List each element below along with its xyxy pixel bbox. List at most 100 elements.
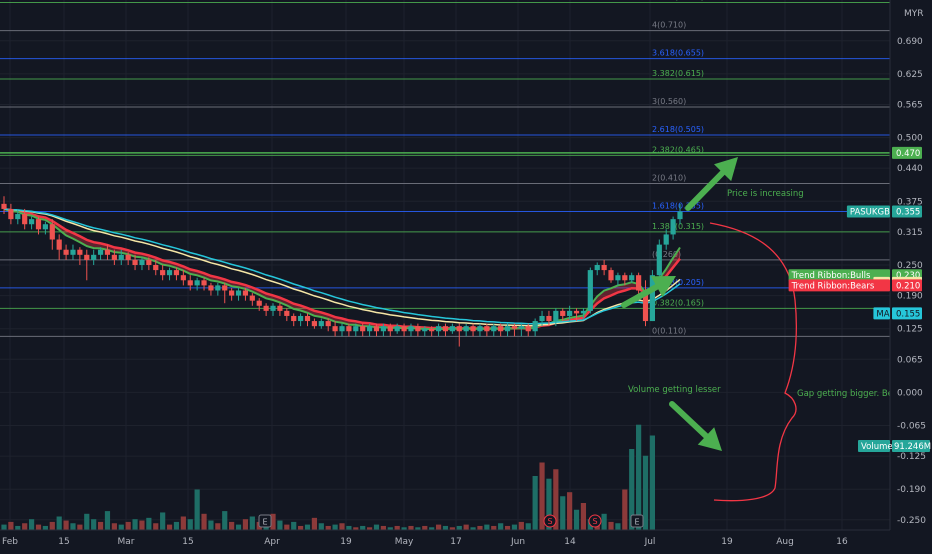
x-tick-label: Aug xyxy=(776,537,794,547)
volume-bar xyxy=(201,513,207,530)
volume-bar xyxy=(180,516,186,530)
y-tick-label: 0.315 xyxy=(897,228,923,238)
volume-bar xyxy=(608,521,614,530)
earnings-marker xyxy=(630,514,644,528)
volume-bar xyxy=(111,523,117,530)
fib-level-label: 4(0.710) xyxy=(652,21,686,30)
candle-body xyxy=(35,219,42,230)
volume-bar xyxy=(173,521,180,530)
volume-bar xyxy=(449,527,455,530)
volume-bar xyxy=(291,521,297,530)
series-tag-label: MA xyxy=(876,309,889,319)
volume-bar xyxy=(118,524,124,530)
y-tick-label: 0.565 xyxy=(897,100,923,110)
fibonacci-levels: 4.382(0.765) 4(0.710) 3.618(0.655) 3.382(0.… xyxy=(0,0,890,337)
y-tick-label: 0.625 xyxy=(897,70,923,80)
candle-body xyxy=(63,249,69,255)
drawings xyxy=(621,157,798,502)
volume-bar xyxy=(532,476,538,530)
volume-bar xyxy=(222,511,228,530)
candle-body xyxy=(180,275,186,281)
volume-bar xyxy=(311,517,318,530)
candle-body xyxy=(408,326,414,332)
y-tick-label: -0.190 xyxy=(897,485,926,495)
candle-body xyxy=(304,315,311,322)
volume-bar xyxy=(546,478,552,530)
annotation-text: Volume getting lesser xyxy=(628,385,721,395)
fib-level-label: 3(0.560) xyxy=(652,97,686,106)
candle-body xyxy=(546,315,552,322)
candle-body xyxy=(1,203,7,209)
volume-tag-label: Volume xyxy=(861,442,893,452)
candle-body xyxy=(256,300,262,306)
candle-body xyxy=(580,310,587,314)
candlesticks xyxy=(1,196,683,347)
volume-tag-value: 91.246M xyxy=(894,442,931,452)
time-axis[interactable]: Feb 15 Mar 15 Apr 19 May 17 Jun 14 Jul 19 Aug 16 xyxy=(0,529,890,547)
ma-cyan-line xyxy=(3,208,681,325)
candle-body xyxy=(249,295,255,301)
series-tag-price: 0.355 xyxy=(896,207,920,217)
candle-body xyxy=(201,280,207,286)
volume-bar xyxy=(580,503,587,530)
candle-body xyxy=(332,326,338,332)
x-tick-label: 17 xyxy=(450,537,461,547)
volume-bar xyxy=(339,523,345,530)
candle-body xyxy=(146,259,152,265)
candle-body xyxy=(380,326,386,332)
y-tick-label: 0.000 xyxy=(897,388,923,398)
earnings-marker xyxy=(258,514,272,528)
candle-body xyxy=(160,270,166,276)
volume-bar xyxy=(125,521,131,530)
candle-body xyxy=(235,290,242,296)
volume-bar xyxy=(318,523,324,530)
series-tag-price: 0.230 xyxy=(896,271,920,281)
series-tag-label: Trend Ribbon:Bears xyxy=(791,281,875,291)
series-tag-price-box xyxy=(892,307,922,320)
split-marker-label: S xyxy=(547,517,552,526)
candle-body xyxy=(222,285,228,291)
candle-body xyxy=(504,326,511,332)
arrow-volume-shaft xyxy=(669,401,709,439)
volume-bar xyxy=(8,521,14,530)
volume-bar xyxy=(387,527,393,530)
candle-body xyxy=(42,224,48,230)
x-tick-label: Jun xyxy=(510,537,525,547)
candle-body xyxy=(77,249,83,255)
volume-bar xyxy=(139,520,145,530)
volume-bar xyxy=(91,519,97,530)
candle-body xyxy=(594,265,600,271)
candle-body xyxy=(284,310,290,316)
candle-body xyxy=(601,265,607,271)
volume-bar xyxy=(470,527,476,530)
volume-bar xyxy=(636,424,642,530)
volume-bar xyxy=(463,524,469,530)
x-tick-label: 19 xyxy=(340,537,352,547)
volume-bar xyxy=(373,524,380,530)
candle-body xyxy=(491,326,497,332)
price-tag-box xyxy=(892,146,922,159)
y-tick-label: 0.125 xyxy=(897,325,923,335)
candle-body xyxy=(97,249,104,255)
x-tick-label: May xyxy=(395,537,414,547)
candle-body xyxy=(560,310,566,316)
volume-bar xyxy=(104,511,111,530)
volume-bar xyxy=(166,524,173,530)
volume-bar xyxy=(153,523,159,530)
volume-bar xyxy=(553,469,559,530)
moving-averages xyxy=(3,207,681,331)
volume-bar xyxy=(229,521,235,530)
volume-bars xyxy=(1,424,656,530)
volume-bar xyxy=(408,525,414,530)
price-tag-value: 0.470 xyxy=(896,149,920,159)
y-tick-label: 0.250 xyxy=(897,261,923,271)
volume-bar xyxy=(560,496,566,530)
candle-body xyxy=(311,321,318,327)
volume-bar xyxy=(270,513,276,530)
x-tick-label: 14 xyxy=(564,537,576,547)
candle-body xyxy=(587,270,593,311)
y-tick-label: 0.065 xyxy=(897,355,923,365)
candle-body xyxy=(649,275,656,322)
series-tag-price: 0.210 xyxy=(896,281,920,291)
